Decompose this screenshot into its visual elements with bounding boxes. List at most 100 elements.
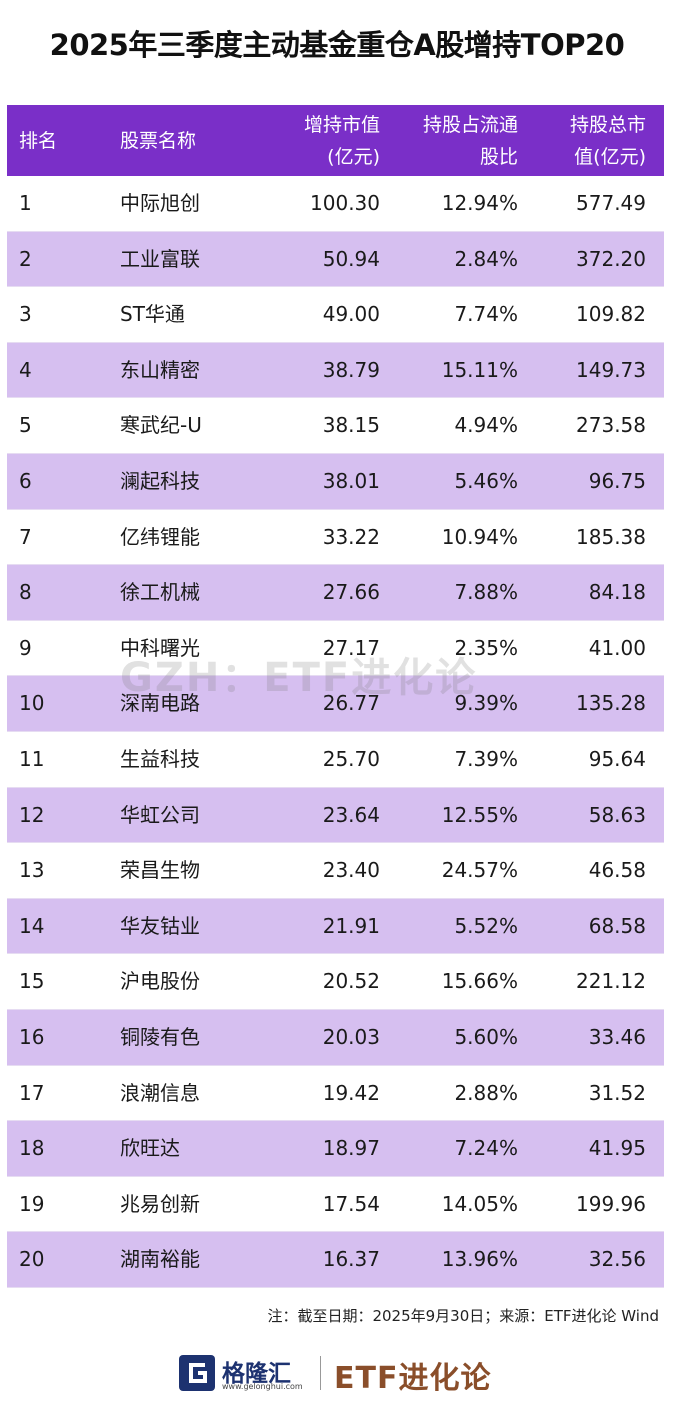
cell-ratio: 2.88% [454,1080,518,1105]
table-row: 12 华虹公司 23.64 12.55% 58.63 [7,787,664,844]
cell-increase: 33.22 [322,524,380,549]
header-total-line2: 值(亿元) [574,146,646,168]
cell-rank: 3 [19,302,32,327]
header-name: 股票名称 [120,130,197,152]
table-row: 13 荣昌生物 23.40 24.57% 46.58 [7,843,664,899]
table-row: 1 中际旭创 100.30 12.94% 577.49 [7,176,664,232]
cell-total: 58.63 [588,802,646,827]
cell-rank: 18 [19,1136,45,1161]
cell-ratio: 9.39% [454,691,518,716]
logo-divider [320,1356,321,1390]
table-row: 9 中科曙光 27.17 2.35% 41.00 [7,621,664,677]
cell-ratio: 7.24% [454,1136,518,1161]
cell-total: 41.00 [588,635,646,660]
cell-increase: 38.79 [322,357,380,382]
header-ratio-line2: 股比 [479,146,518,168]
cell-rank: 15 [19,969,45,994]
table-row: 8 徐工机械 27.66 7.88% 84.18 [7,565,664,621]
cell-name: 工业富联 [120,246,200,271]
cell-ratio: 13.96% [441,1247,518,1272]
table-row: 17 浪潮信息 19.42 2.88% 31.52 [7,1066,664,1122]
cell-total: 96.75 [588,468,646,493]
cell-total: 33.46 [588,1024,646,1049]
cell-increase: 38.15 [322,413,380,438]
cell-total: 273.58 [576,413,646,438]
table-row: 15 沪电股份 20.52 15.66% 221.12 [7,954,664,1010]
table-row: 10 深南电路 26.77 9.39% 135.28 [7,676,664,732]
header-increase-line1: 增持市值 [303,114,380,136]
cell-total: 46.58 [588,858,646,883]
footnote: 注：截至日期：2025年9月30日；来源：ETF进化论 Wind [267,1307,659,1325]
cell-increase: 25.70 [322,746,380,771]
cell-ratio: 15.66% [441,969,518,994]
cell-total: 84.18 [588,580,646,605]
cell-ratio: 4.94% [454,413,518,438]
cell-name: 铜陵有色 [120,1024,200,1049]
gelonghui-logo-icon [179,1355,215,1391]
cell-increase: 20.52 [322,969,380,994]
table-row: 16 铜陵有色 20.03 5.60% 33.46 [7,1009,664,1066]
cell-total: 372.20 [576,246,646,271]
cell-increase: 17.54 [322,1191,380,1216]
cell-rank: 1 [19,191,32,215]
cell-ratio: 7.88% [454,580,518,605]
cell-total: 41.95 [588,1136,646,1161]
cell-total: 199.96 [576,1191,646,1216]
header-increase: 增持市值 (亿元) [304,109,380,173]
cell-name: 东山精密 [120,357,200,382]
cell-ratio: 2.35% [454,635,518,660]
cell-name: 华虹公司 [120,802,200,827]
cell-total: 32.56 [588,1247,646,1272]
cell-rank: 16 [19,1024,45,1049]
cell-ratio: 24.57% [441,858,518,883]
header-ratio: 持股占流通 股比 [423,109,518,173]
cell-rank: 14 [19,913,45,938]
header-ratio-line1: 持股占流通 [422,114,518,136]
table-body: 1 中际旭创 100.30 12.94% 577.49 2 工业富联 50.94 2.84% 37… [7,176,664,1288]
cell-increase: 23.40 [322,858,380,883]
cell-rank: 13 [19,858,45,883]
cell-name: 徐工机械 [120,580,200,605]
cell-name: 沪电股份 [120,969,200,994]
cell-increase: 21.91 [322,913,380,938]
cell-rank: 19 [19,1191,45,1216]
cell-increase: 26.77 [322,691,380,716]
cell-name: 欣旺达 [120,1136,180,1161]
cell-name: 浪潮信息 [120,1080,200,1105]
table-row: 5 寒武纪-U 38.15 4.94% 273.58 [7,398,664,454]
table-row: 3 ST华通 49.00 7.74% 109.82 [7,287,664,343]
cell-rank: 7 [19,524,32,549]
etf-brand: ETF进化论 [334,1361,492,1396]
cell-name: 中科曙光 [120,635,200,660]
table-header: 排名 股票名称 增持市值 (亿元) 持股占流通 股比 持股总市 值(亿元) [7,105,664,176]
cell-rank: 20 [19,1247,45,1272]
cell-ratio: 10.94% [441,524,518,549]
cell-rank: 4 [19,357,32,382]
cell-name: 兆易创新 [120,1191,200,1216]
header-total-line1: 持股总市 [569,114,646,136]
cell-name: 荣昌生物 [120,858,200,883]
cell-ratio: 7.39% [454,746,518,771]
cell-name: 深南电路 [120,691,200,716]
cell-increase: 49.00 [322,302,380,327]
cell-rank: 6 [19,468,32,493]
cell-increase: 100.30 [310,191,380,215]
table-row: 14 华友钴业 21.91 5.52% 68.58 [7,898,664,955]
table-row: 7 亿纬锂能 33.22 10.94% 185.38 [7,510,664,566]
cell-name: 湖南裕能 [120,1247,200,1272]
table-row: 2 工业富联 50.94 2.84% 372.20 [7,231,664,288]
cell-increase: 20.03 [322,1024,380,1049]
cell-increase: 18.97 [322,1136,380,1161]
header-rank: 排名 [19,130,58,152]
cell-total: 68.58 [588,913,646,938]
cell-rank: 10 [19,691,45,716]
cell-rank: 11 [19,746,45,771]
cell-ratio: 5.60% [454,1024,518,1049]
cell-ratio: 15.11% [441,357,518,382]
cell-name: 生益科技 [120,746,200,771]
cell-ratio: 5.46% [454,468,518,493]
cell-rank: 8 [19,580,32,605]
cell-increase: 16.37 [322,1247,380,1272]
cell-ratio: 5.52% [454,913,518,938]
cell-ratio: 7.74% [454,302,518,327]
